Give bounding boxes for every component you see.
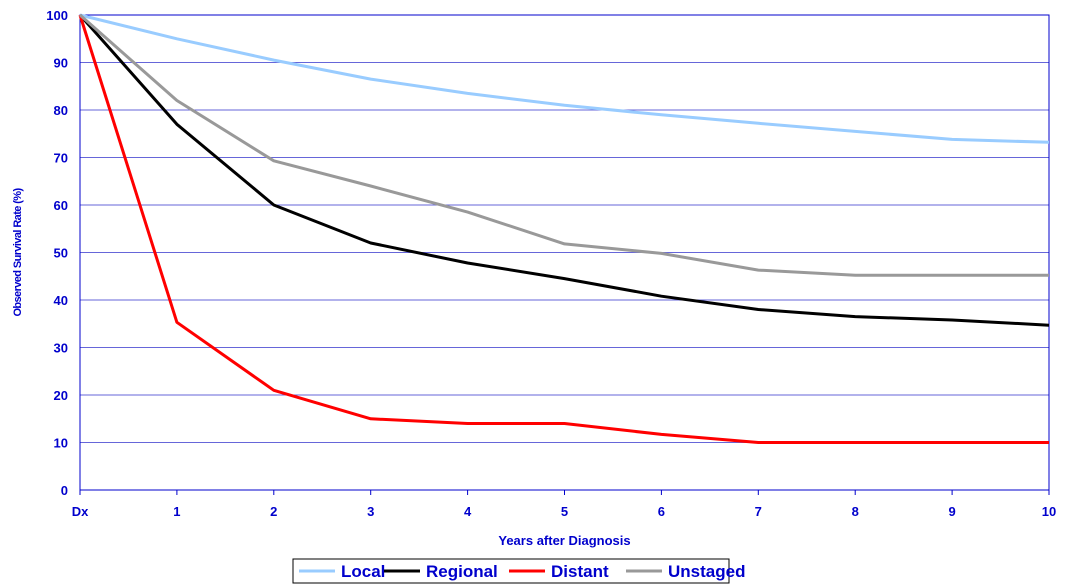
x-tick-label: 6 (658, 504, 665, 519)
x-tick-label: Dx (72, 504, 89, 519)
x-tick-label: 4 (464, 504, 472, 519)
y-axis-title: Observed Survival Rate (%) (12, 188, 24, 317)
y-tick-label: 60 (54, 198, 68, 213)
y-tick-label: 0 (61, 483, 68, 498)
series-line-local (79, 13, 1050, 144)
y-tick-label: 30 (54, 341, 68, 356)
y-tick-label: 20 (54, 388, 68, 403)
x-tick-label: 3 (367, 504, 374, 519)
gridlines (80, 62, 1049, 443)
y-tick-label: 100 (46, 8, 68, 23)
y-axis-tick-labels: 0 10 20 30 40 50 60 70 80 90 100 (46, 8, 68, 498)
x-tick-label: 5 (561, 504, 568, 519)
series-lines (78, 13, 1050, 444)
legend: Local Regional Distant Unstaged (292, 558, 745, 584)
y-tick-label: 90 (54, 56, 68, 71)
legend-label-local: Local (341, 562, 385, 581)
legend-label-unstaged: Unstaged (668, 562, 745, 581)
series-line-distant (78, 14, 1049, 444)
y-tick-label: 40 (54, 293, 68, 308)
x-tick-label: 8 (852, 504, 859, 519)
series-line-regional (78, 14, 1050, 327)
y-tick-label: 10 (54, 436, 68, 451)
y-tick-label: 50 (54, 246, 68, 261)
x-axis-tick-labels: Dx 1 2 3 4 5 6 7 8 9 10 (72, 490, 1056, 519)
x-tick-label: 7 (755, 504, 762, 519)
series-line-unstaged (79, 13, 1049, 277)
x-tick-label: 10 (1042, 504, 1056, 519)
y-tick-label: 80 (54, 103, 68, 118)
y-tick-label: 70 (54, 151, 68, 166)
x-tick-label: 9 (948, 504, 955, 519)
x-axis-title: Years after Diagnosis (498, 533, 630, 548)
legend-label-regional: Regional (426, 562, 498, 581)
legend-label-distant: Distant (551, 562, 609, 581)
x-tick-label: 2 (270, 504, 277, 519)
x-tick-label: 1 (173, 504, 180, 519)
